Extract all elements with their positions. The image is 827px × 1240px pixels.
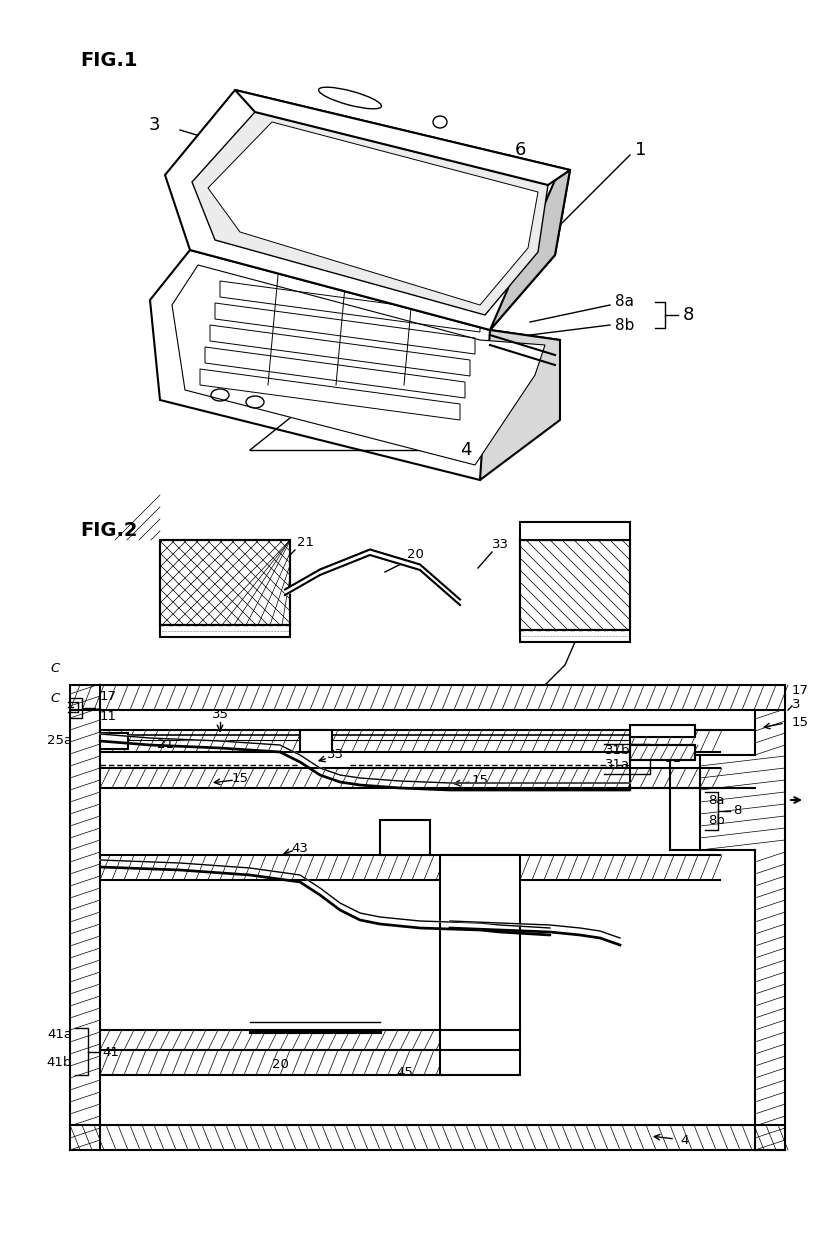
Bar	[440, 856, 520, 1075]
Text: 17: 17	[100, 689, 117, 703]
Text: 20: 20	[271, 1059, 289, 1071]
Bar	[100, 733, 128, 749]
Polygon shape	[480, 330, 560, 480]
Bar	[300, 730, 332, 751]
Bar	[630, 745, 695, 760]
Text: 20: 20	[407, 548, 423, 562]
Text: 8: 8	[683, 306, 695, 324]
Text: 25b: 25b	[472, 1065, 498, 1079]
Text: 31a: 31a	[597, 528, 623, 542]
Text: 31a: 31a	[605, 759, 630, 771]
Text: 21: 21	[297, 536, 313, 548]
Text: 15: 15	[792, 715, 809, 729]
Polygon shape	[490, 170, 570, 330]
Text: 33: 33	[491, 538, 509, 552]
Bar	[520, 630, 630, 642]
Text: 21: 21	[156, 738, 174, 750]
Text: 21: 21	[491, 858, 509, 872]
Text: 35: 35	[212, 708, 228, 722]
Bar	[160, 539, 290, 625]
Text: 1: 1	[635, 141, 647, 159]
Text: C: C	[50, 692, 60, 704]
Polygon shape	[208, 122, 538, 305]
Polygon shape	[165, 91, 570, 330]
Text: 8a: 8a	[708, 794, 724, 806]
Bar	[630, 725, 695, 737]
Text: 31b: 31b	[605, 744, 630, 756]
Text: 31: 31	[665, 753, 682, 765]
Text: 6: 6	[515, 141, 526, 159]
Text: 15: 15	[471, 774, 489, 786]
Text: 33: 33	[327, 749, 343, 761]
Bar	[520, 522, 630, 539]
Text: 25a: 25a	[47, 734, 72, 748]
Text: 8a: 8a	[615, 294, 634, 310]
Bar	[520, 539, 630, 630]
Text: FIG.1: FIG.1	[80, 51, 137, 69]
Text: 45: 45	[397, 1065, 414, 1079]
Text: 8b: 8b	[615, 317, 634, 332]
Text: 8b: 8b	[708, 813, 725, 827]
Text: 41: 41	[102, 1045, 119, 1059]
Text: 8: 8	[733, 805, 741, 817]
Bar	[520, 539, 630, 630]
Bar	[160, 625, 290, 637]
Text: FIG.2: FIG.2	[80, 521, 137, 539]
Polygon shape	[172, 265, 545, 465]
Polygon shape	[192, 112, 548, 315]
Polygon shape	[150, 250, 560, 480]
Text: 41b: 41b	[46, 1055, 72, 1069]
Text: 17: 17	[792, 683, 809, 697]
Text: C: C	[50, 661, 60, 675]
Bar	[380, 820, 430, 856]
Text: 41a: 41a	[47, 1028, 72, 1042]
Polygon shape	[235, 91, 570, 185]
Bar	[160, 539, 290, 625]
Text: 3: 3	[149, 117, 160, 134]
Text: 11: 11	[100, 709, 117, 723]
Text: 15: 15	[232, 771, 248, 785]
Text: 4: 4	[460, 441, 471, 459]
Text: 4: 4	[680, 1133, 688, 1147]
Bar	[630, 745, 695, 760]
Text: 3: 3	[792, 698, 801, 712]
Text: 43: 43	[292, 842, 308, 854]
